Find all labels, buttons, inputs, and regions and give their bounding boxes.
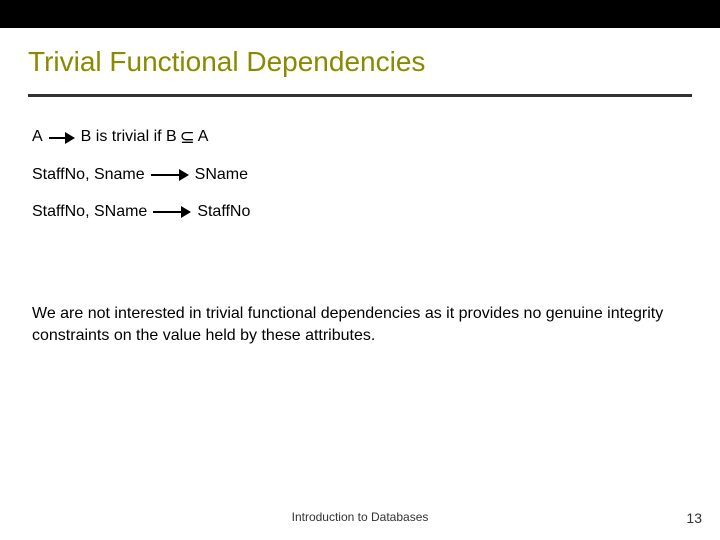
ex1-right: SName xyxy=(195,164,248,186)
ex1-left: StaffNo, Sname xyxy=(32,164,145,186)
def-right: A xyxy=(198,126,209,148)
explanation-paragraph: We are not interested in trivial functio… xyxy=(32,303,688,346)
slide-title: Trivial Functional Dependencies xyxy=(0,28,720,88)
arrow-icon xyxy=(151,168,189,182)
def-mid: B is trivial if B xyxy=(81,126,177,148)
arrow-icon xyxy=(49,131,75,145)
footer-text: Introduction to Databases xyxy=(0,510,720,524)
example-line-1: StaffNo, Sname SName xyxy=(32,164,688,186)
subset-symbol: ⊆ xyxy=(177,125,198,150)
example-line-2: StaffNo, SName StaffNo xyxy=(32,201,688,223)
top-bar xyxy=(0,0,720,28)
ex2-left: StaffNo, SName xyxy=(32,201,147,223)
arrow-icon xyxy=(153,205,191,219)
def-a: A xyxy=(32,126,43,148)
slide-content: A B is trivial if B ⊆ A StaffNo, Sname S… xyxy=(0,97,720,346)
ex2-right: StaffNo xyxy=(197,201,250,223)
page-number: 13 xyxy=(686,510,702,526)
definition-line: A B is trivial if B ⊆ A xyxy=(32,125,688,150)
